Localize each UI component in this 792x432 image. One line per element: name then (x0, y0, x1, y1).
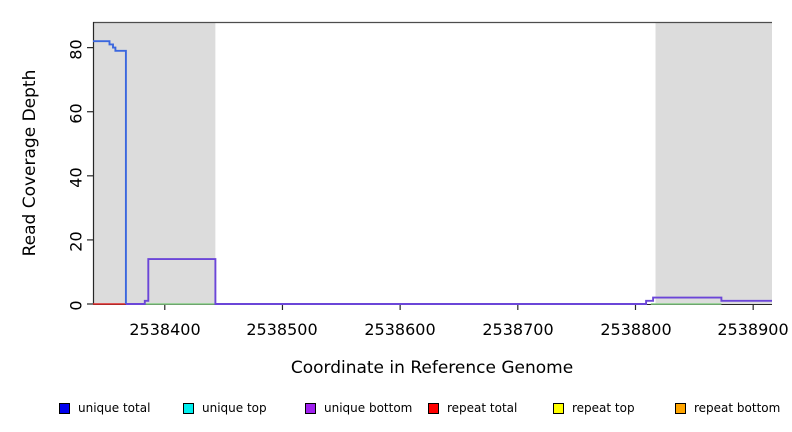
x-axis-title: Coordinate in Reference Genome (290, 358, 574, 378)
repeat-total-swatch-icon (428, 402, 439, 414)
legend-label: unique bottom (324, 401, 413, 415)
legend-item-unique-bottom: unique bottom (305, 399, 412, 417)
y-tick-label: 40 (66, 167, 86, 188)
y-axis-title: Read Coverage Depth (20, 69, 40, 257)
repeat-top-swatch-icon (553, 402, 564, 414)
legend-label: repeat total (447, 401, 518, 415)
x-tick-label: 2538500 (246, 320, 318, 339)
y-tick-label: 20 (66, 231, 86, 252)
legend-item-unique-top: unique top (183, 399, 267, 417)
unique-bottom-swatch-icon (305, 402, 316, 414)
legend-item-repeat-bottom: repeat bottom (675, 399, 780, 417)
x-tick-label: 2538700 (482, 320, 554, 339)
x-tick-label: 2538600 (364, 320, 436, 339)
legend-item-unique-total: unique total (59, 399, 150, 417)
y-tick-label: 60 (66, 103, 86, 124)
y-tick-label: 0 (66, 300, 86, 311)
legend-label: repeat top (572, 401, 635, 415)
legend-label: unique total (78, 401, 151, 415)
unique-total-swatch-icon (59, 402, 70, 414)
unique-top-swatch-icon (183, 402, 194, 414)
x-tick-label: 2538900 (717, 320, 789, 339)
x-tick-label: 2538400 (129, 320, 201, 339)
legend-label: repeat bottom (694, 401, 781, 415)
y-tick-label: 80 (66, 39, 86, 60)
legend-label: unique top (202, 401, 267, 415)
legend-item-repeat-top: repeat top (553, 399, 635, 417)
legend-item-repeat-total: repeat total (428, 399, 517, 417)
repeat-bottom-swatch-icon (675, 402, 686, 414)
x-tick-label: 2538800 (600, 320, 672, 339)
